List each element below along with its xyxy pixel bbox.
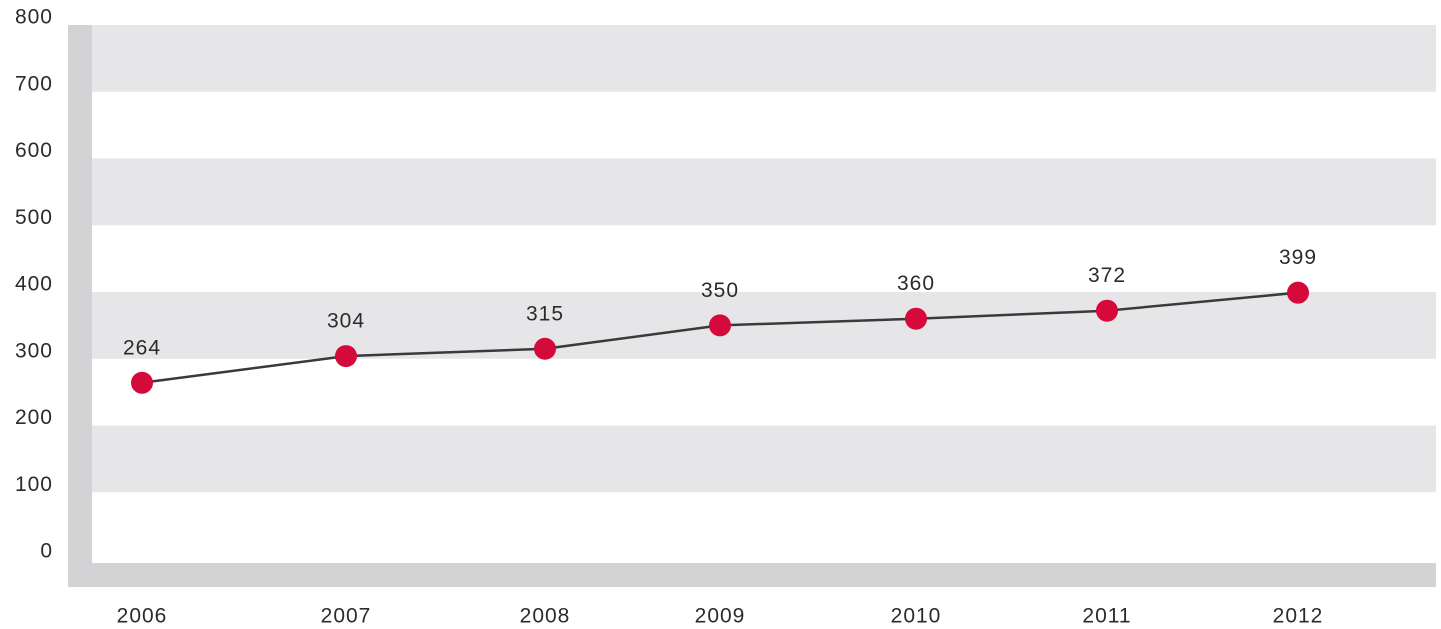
data-point-marker [131,371,153,394]
data-point-marker [534,337,556,360]
x-tick-label: 2012 [1273,605,1324,628]
grid-band-100-200 [92,425,1436,493]
grid-band-300-400 [92,292,1436,359]
y-tick-label: 100 [15,473,53,496]
x-tick-label: 2010 [891,605,942,628]
x-axis-bar [68,563,1436,587]
x-tick-label: 2006 [117,605,168,628]
data-label: 372 [1088,264,1126,287]
x-tick-label: 2011 [1082,605,1131,628]
y-tick-label: 800 [15,6,53,29]
x-tick-label: 2008 [520,605,571,628]
y-tick-label: 400 [15,273,53,296]
y-tick-label: 0 [40,540,53,563]
data-point-marker [1096,299,1118,322]
grid-band-700-800 [92,25,1436,92]
data-label: 304 [327,310,365,333]
y-axis-bar [68,25,92,587]
x-tick-label: 2009 [695,605,746,628]
data-label: 264 [123,336,161,359]
y-tick-label: 300 [15,339,53,362]
data-label: 360 [897,272,935,295]
grid-band-500-600 [92,158,1436,226]
y-tick-label: 600 [15,139,53,162]
y-tick-label: 200 [15,406,53,429]
data-point-marker [709,314,731,337]
axis-frame [68,25,1436,587]
data-label: 350 [701,279,739,302]
y-tick-label: 700 [15,72,53,95]
grid-bands [92,25,1436,493]
data-label: 399 [1279,246,1317,269]
data-series: 264 304 315 350 360 372 399 [123,246,1317,394]
data-point-marker [335,345,357,368]
data-point-marker [1287,281,1309,304]
data-label: 315 [526,302,564,325]
data-point-marker [905,307,927,330]
x-tick-label: 2007 [321,605,372,628]
x-axis-tick-labels: 2006 2007 2008 2009 2010 2011 2012 [117,605,1324,628]
y-axis-tick-labels: 0 100 200 300 400 500 600 700 800 [15,6,53,563]
y-tick-label: 500 [15,206,53,229]
